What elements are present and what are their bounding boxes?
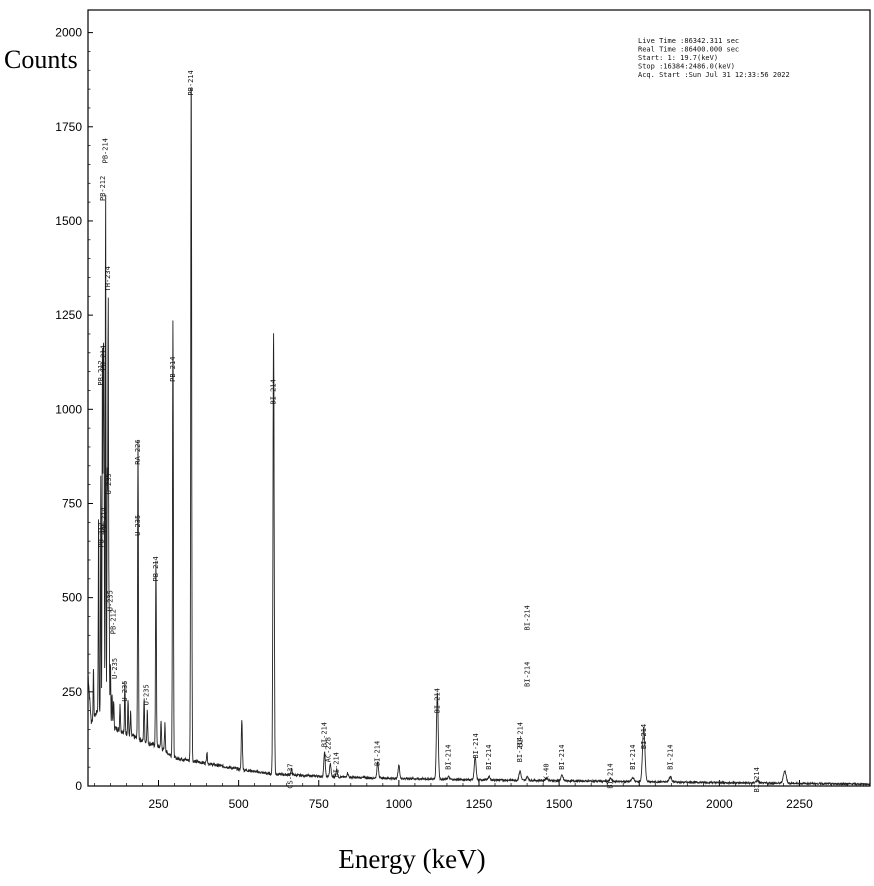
peak-label: PB-214: [152, 556, 160, 581]
peak-label: U-235: [121, 681, 129, 702]
spectrum-series-line: [87, 87, 871, 787]
y-axis-label: Counts: [4, 45, 78, 74]
info-line: Real Time :86400.000 sec: [638, 46, 739, 54]
peak-label: BI-214: [374, 741, 382, 766]
info-line: Live Time :86342.311 sec: [638, 37, 739, 45]
plot-area: [87, 9, 871, 787]
y-tick-label: 1250: [55, 308, 82, 322]
peak-label: U-235: [142, 684, 150, 705]
peak-label: PB-212: [99, 176, 107, 201]
peak-label: TH-234: [104, 266, 112, 291]
peak-label: PB-214: [169, 357, 177, 382]
y-tick-label: 1750: [55, 120, 82, 134]
peak-label: K-40: [543, 763, 551, 780]
peak-label: U-235: [105, 473, 113, 494]
peak-label: PB-212: [110, 609, 118, 634]
peak-label: U-235: [106, 590, 114, 611]
x-axis-ticks: 250 500 750 1000 1250 1500 1750 2000 2250: [94, 780, 864, 811]
y-tick-label: 500: [62, 591, 82, 605]
x-tick-label: 1250: [466, 797, 493, 811]
x-tick-label: 500: [229, 797, 249, 811]
peak-label: BI-214: [517, 722, 525, 747]
peak-label: BI-214: [485, 745, 493, 770]
peak-label: CS-137: [287, 763, 295, 788]
y-tick-label: 1000: [55, 402, 82, 416]
peak-label: BI-214: [558, 745, 566, 770]
x-axis-label: Energy (keV): [338, 844, 485, 874]
peak-label: PB-214: [99, 345, 107, 370]
peak-label: U-235: [111, 658, 119, 679]
x-tick-label: 1000: [386, 797, 413, 811]
peak-label: BI-214: [523, 605, 531, 630]
peak-label: BI-214: [270, 379, 278, 404]
peak-label: PB-214: [102, 138, 110, 163]
info-line: Start: 1: 19.7(keV): [638, 54, 718, 62]
peak-label: BI-214: [666, 745, 674, 770]
y-tick-label: 2000: [55, 26, 82, 40]
peak-label: BI-214: [607, 763, 615, 788]
peak-label: PB-214: [100, 507, 108, 532]
peak-label: U-235: [134, 515, 142, 536]
peak-label: BI-214: [433, 688, 441, 713]
peak-label: RA-226: [134, 439, 142, 464]
peak-label: BI-214: [333, 752, 341, 777]
peak-label: PB-212: [97, 360, 105, 385]
y-axis-ticks: 0 250 500 750 1000 1250 1500 1750 2000: [55, 26, 93, 793]
x-tick-label: 1750: [626, 797, 653, 811]
info-line: Stop :16384:2486.0(keV): [638, 63, 735, 71]
peak-label: BI-214: [629, 745, 637, 770]
info-line: Acq. Start :Sun Jul 31 12:33:56 2022: [638, 71, 790, 79]
peak-label: BI-214: [640, 724, 648, 749]
peak-label: BI-214: [472, 733, 480, 758]
peak-label: BI-214: [753, 767, 761, 792]
y-tick-label: 1500: [55, 214, 82, 228]
x-tick-label: 2250: [786, 797, 813, 811]
peak-label: BI-214: [516, 737, 524, 762]
x-tick-label: 250: [148, 797, 168, 811]
peak-label: BI-214: [523, 662, 531, 687]
peak-label: BI-214: [321, 722, 329, 747]
y-tick-label: 750: [62, 496, 82, 510]
peak-label: BI-214: [445, 745, 453, 770]
peak-label: PB-212: [97, 522, 105, 547]
peak-label: AC-228: [324, 737, 332, 762]
peak-label: PB-214: [187, 70, 195, 95]
x-tick-label: 1500: [546, 797, 573, 811]
x-tick-label: 750: [309, 797, 329, 811]
y-tick-label: 250: [62, 685, 82, 699]
x-tick-label: 2000: [706, 797, 733, 811]
y-tick-label: 0: [75, 779, 82, 793]
